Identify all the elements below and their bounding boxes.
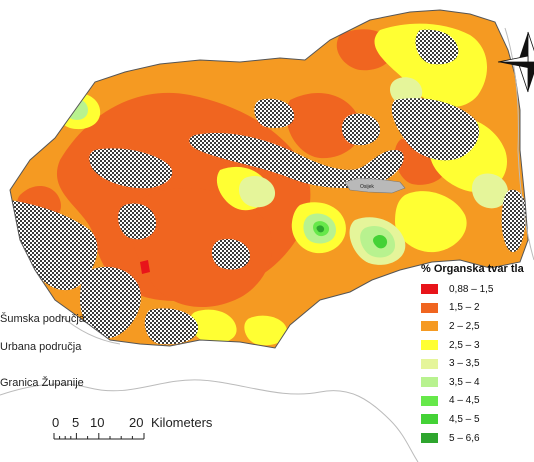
- legend-swatch: [421, 395, 438, 406]
- legend-swatch: [421, 321, 438, 332]
- class-2-5-3-zone: [374, 23, 488, 108]
- legend-item: 3,5 – 4: [415, 373, 533, 392]
- legend-swatch: [421, 433, 438, 444]
- scale-bar-graphic: [53, 433, 145, 440]
- class-2-5-3-zone: [395, 191, 467, 253]
- legend-item: 4 – 4,5: [415, 392, 533, 411]
- legend-swatch: [421, 358, 438, 369]
- legend-item: 0,88 – 1,5: [415, 280, 533, 299]
- map-symbols-legend: Šumska područja Urbana područja Granica …: [0, 313, 200, 405]
- legend-label: 0,88 – 1,5: [449, 283, 494, 295]
- class-1-5-2-zone: [286, 92, 362, 159]
- legend-item: 2,5 – 3: [415, 336, 533, 355]
- scale-units-label: Kilometers: [151, 415, 213, 430]
- legend-label: 2,5 – 3: [449, 339, 480, 351]
- class-2-5-3-zone: [189, 309, 237, 344]
- soil-organic-matter-legend: % Organska tvar tla 0,88 – 1,5 1,5 – 2 2…: [415, 263, 533, 447]
- rivers: [0, 27, 534, 462]
- soil-class-patches: [10, 23, 526, 346]
- legend-label: 4 – 4,5: [449, 395, 480, 407]
- legend-swatch: [421, 414, 438, 425]
- scale-labels: 0 5 10 20 Kilometers: [50, 415, 250, 431]
- class-2-5-3-zone: [244, 315, 288, 346]
- legend-label: 3 – 3,5: [449, 358, 480, 370]
- legend-label: 3,5 – 4: [449, 376, 480, 388]
- urban-legend-label: Urbana područja: [0, 341, 82, 353]
- north-arrow-icon: [497, 31, 534, 93]
- class-3-3-5-zone: [471, 173, 508, 209]
- class-4-5-5-zone: [373, 234, 388, 249]
- legend-title: % Organska tvar tla: [421, 263, 524, 275]
- border-legend-label: Granica Županije: [0, 377, 84, 389]
- legend-item: 5 – 6,6: [415, 429, 533, 448]
- legend-swatch: [421, 340, 438, 351]
- legend-label: 4,5 – 5: [449, 413, 480, 425]
- scale-tick-label: 0: [52, 415, 60, 430]
- class-3-3-5-zone: [238, 175, 276, 208]
- urban-area-osijek: [344, 177, 406, 194]
- class-0-88-1-5-zone: [140, 260, 150, 274]
- scale-tick-label: 20: [129, 415, 144, 430]
- legend-item: 3 – 3,5: [415, 354, 533, 373]
- scale-tick-label: 10: [90, 415, 105, 430]
- class-1-5-2-zone: [130, 188, 273, 308]
- legend-swatch: [421, 377, 438, 388]
- forest-legend-label: Šumska područja: [0, 313, 85, 325]
- legend-item: 1,5 – 2: [415, 299, 533, 318]
- legend-label: 1,5 – 2: [449, 302, 480, 314]
- legend-label: 2 – 2,5: [449, 320, 480, 332]
- legend-item: 2 – 2,5: [415, 317, 533, 336]
- legend-item: 4,5 – 5: [415, 410, 533, 429]
- city-label-osijek: Osijek: [360, 184, 374, 190]
- forest-areas: [10, 29, 526, 345]
- scale-tick-label: 5: [72, 415, 80, 430]
- legend-swatch: [421, 302, 438, 313]
- county-boundary: [9, 9, 529, 349]
- legend-label: 5 – 6,6: [449, 432, 480, 444]
- scale-bar: 0 5 10 20 Kilometers: [50, 415, 250, 455]
- class-5-6-6-zone: [316, 225, 325, 233]
- legend-swatch: [421, 284, 438, 295]
